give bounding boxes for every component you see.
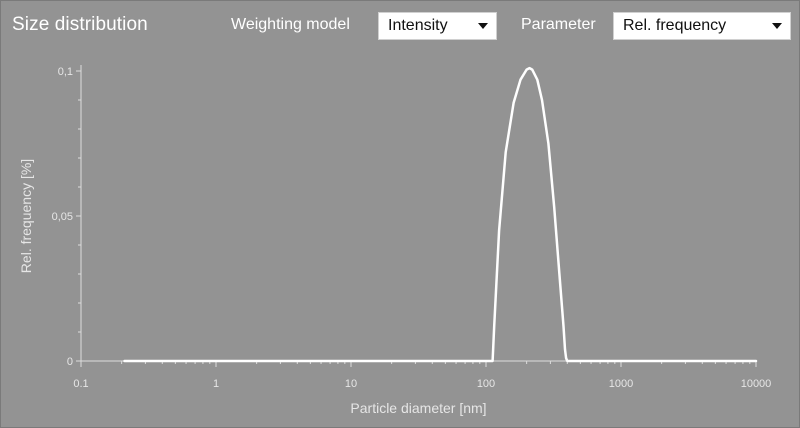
distribution-curve <box>123 66 758 363</box>
weighting-model-dropdown[interactable]: Intensity <box>378 12 497 40</box>
x-tick-label: 10000 <box>741 378 772 390</box>
y-tick-label: 0,05 <box>52 211 73 223</box>
parameter-value: Rel. frequency <box>623 17 727 34</box>
parameter-label: Parameter <box>521 16 596 33</box>
x-tick-label: 1 <box>213 378 219 390</box>
chart-ticks: 0.1 1 10 100 1000 10000 0 0,05 0,1 <box>52 66 772 390</box>
x-axis-label: Particle diameter [nm] <box>350 400 486 416</box>
y-axis-label: Rel. frequency [%] <box>18 159 34 273</box>
x-tick-label: 1000 <box>609 378 633 390</box>
weighting-model-value: Intensity <box>388 17 448 34</box>
x-tick-label: 10 <box>345 378 357 390</box>
panel-title: Size distribution <box>12 14 148 35</box>
y-tick-label: 0,1 <box>58 66 73 78</box>
chevron-down-icon <box>772 23 782 29</box>
chevron-down-icon <box>478 23 488 29</box>
x-tick-label: 0.1 <box>73 378 88 390</box>
chart-series <box>123 66 758 363</box>
panel-header: Size distribution Weighting model Intens… <box>1 1 799 49</box>
x-tick-label: 100 <box>477 378 495 390</box>
y-tick-label: 0 <box>67 356 73 368</box>
parameter-dropdown[interactable]: Rel. frequency <box>613 12 791 40</box>
weighting-model-label: Weighting model <box>231 16 350 33</box>
chart-axes <box>80 65 756 362</box>
